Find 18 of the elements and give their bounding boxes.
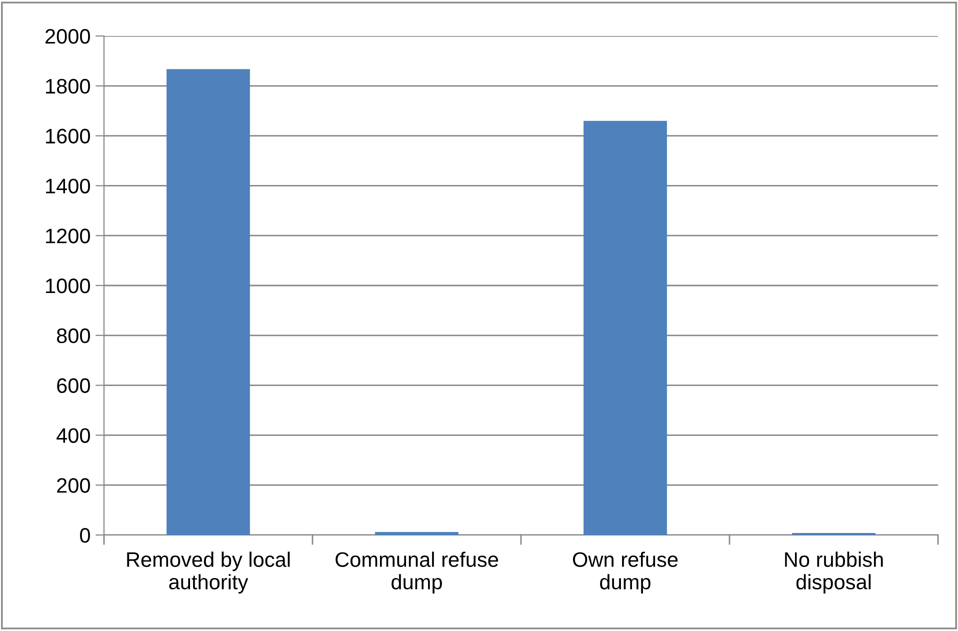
y-tick-label: 1600 (46, 128, 90, 144)
x-tick-label: Own refuse dump (572, 552, 678, 594)
y-tick-label: 1200 (46, 228, 90, 244)
y-tick-label: 1400 (46, 178, 90, 194)
bar (375, 532, 458, 535)
y-tick-label: 400 (56, 428, 90, 443)
y-tick-label: 0 (80, 528, 90, 543)
y-tick-label: 800 (56, 328, 90, 344)
x-tick-label: No rubbish disposal (785, 552, 883, 594)
y-tick-label: 600 (57, 378, 90, 394)
y-tick-label: 1000 (46, 278, 90, 294)
bar (584, 120, 667, 535)
x-tick-label: Removed by local authority (127, 552, 290, 594)
x-tick-label: Communal refuse dump (336, 552, 498, 594)
y-tick-label: 1800 (46, 78, 90, 94)
y-tick-label: 200 (57, 478, 90, 493)
bar (166, 69, 250, 535)
y-tick-label: 2000 (46, 29, 90, 44)
